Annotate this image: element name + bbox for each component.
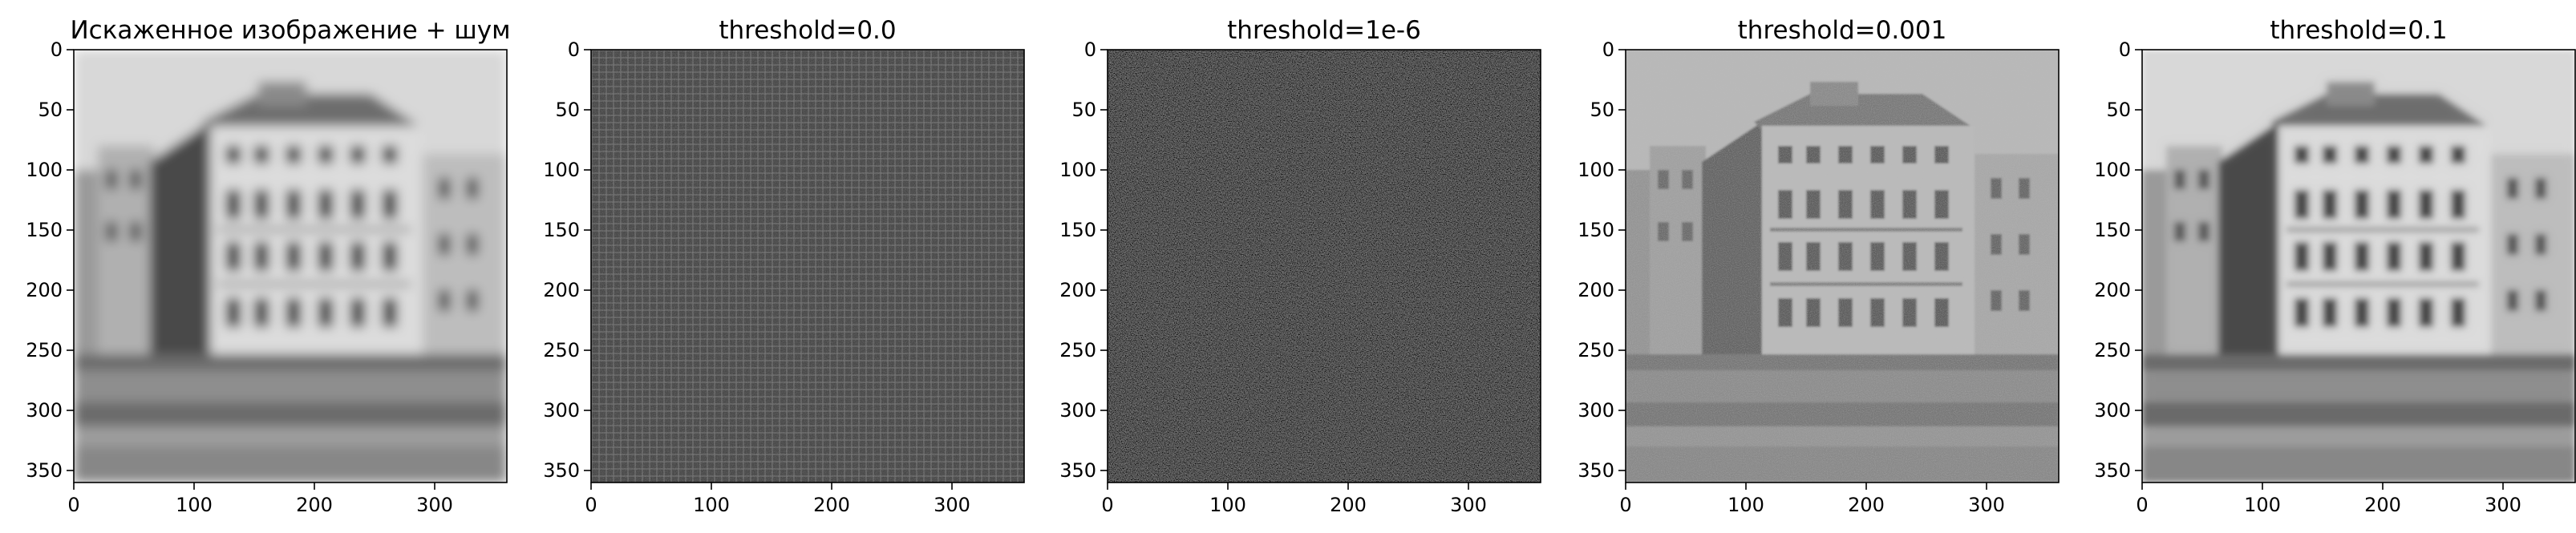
y-tick-label: 350 <box>1059 459 1096 482</box>
y-tick-label: 200 <box>1578 279 1614 301</box>
axes-frame <box>1107 49 1541 483</box>
x-tick-label: 300 <box>416 494 453 516</box>
y-tick-label: 0 <box>568 38 580 61</box>
y-tick-label: 0 <box>1602 38 1614 61</box>
y-tick-label: 300 <box>26 399 63 422</box>
y-tick-label: 150 <box>543 219 580 241</box>
y-tick-label: 200 <box>543 279 580 301</box>
image-blurred-noisy <box>74 50 507 483</box>
image-dark-noise <box>1108 50 1541 483</box>
panel-title: threshold=0.0 <box>719 16 896 45</box>
y-tick-label: 100 <box>2094 159 2131 181</box>
y-tick-label: 0 <box>51 38 63 61</box>
y-tick-label: 50 <box>38 99 63 121</box>
x-tick-label: 0 <box>585 494 597 516</box>
y-tick-label: 200 <box>2094 279 2131 301</box>
y-tick-label: 350 <box>543 459 580 482</box>
y-tick-label: 250 <box>1059 339 1096 361</box>
x-tick-label: 200 <box>813 494 850 516</box>
y-tick-label: 250 <box>26 339 63 361</box>
y-tick-label: 350 <box>26 459 63 482</box>
y-tick-label: 50 <box>555 99 580 121</box>
x-tick-label: 100 <box>1727 494 1764 516</box>
x-tick-label: 0 <box>67 494 79 516</box>
y-tick-label: 150 <box>1059 219 1096 241</box>
y-tick-label: 300 <box>2094 399 2131 422</box>
y-tick-label: 0 <box>1084 38 1096 61</box>
x-tick-label: 0 <box>1101 494 1113 516</box>
y-tick-label: 0 <box>2119 38 2131 61</box>
y-tick-label: 150 <box>2094 219 2131 241</box>
panel-title: Искаженное изображение + шум <box>70 16 510 45</box>
y-tick-label: 300 <box>543 399 580 422</box>
x-tick-label: 200 <box>2364 494 2401 516</box>
image-noise-grid <box>591 50 1024 483</box>
y-tick-label: 350 <box>1578 459 1614 482</box>
x-tick-label: 0 <box>2136 494 2148 516</box>
y-tick-label: 100 <box>26 159 63 181</box>
y-tick-label: 300 <box>1578 399 1614 422</box>
x-tick-label: 200 <box>1330 494 1367 516</box>
y-tick-label: 150 <box>26 219 63 241</box>
panel-title: threshold=1e-6 <box>1227 16 1421 45</box>
image-smooth-ringing <box>2142 50 2575 483</box>
x-tick-label: 100 <box>1209 494 1246 516</box>
x-tick-label: 100 <box>2244 494 2281 516</box>
y-tick-label: 200 <box>26 279 63 301</box>
y-tick-label: 100 <box>1059 159 1096 181</box>
y-tick-label: 300 <box>1059 399 1096 422</box>
y-tick-label: 100 <box>543 159 580 181</box>
x-tick-label: 200 <box>296 494 333 516</box>
y-tick-label: 150 <box>1578 219 1614 241</box>
x-tick-label: 0 <box>1619 494 1631 516</box>
axes-frame <box>73 49 508 483</box>
y-tick-label: 100 <box>1578 159 1614 181</box>
x-tick-label: 100 <box>176 494 213 516</box>
axes-frame <box>1625 49 2060 483</box>
y-tick-label: 50 <box>1590 99 1614 121</box>
x-tick-label: 300 <box>1968 494 2005 516</box>
image-noisy-sharp <box>1626 50 2059 483</box>
panel-5: threshold=0.1 0 100 200 300 0 50 100 150 200 250 30… <box>2094 16 2576 516</box>
panel-4: threshold=0.001 0 100 200 300 0 50 100 150 200 250… <box>1578 16 2060 516</box>
y-tick-label: 50 <box>1071 99 1096 121</box>
x-tick-label: 200 <box>1848 494 1885 516</box>
x-tick-label: 300 <box>2485 494 2521 516</box>
axes-frame <box>590 49 1025 483</box>
axes-frame <box>2141 49 2576 483</box>
panel-title: threshold=0.1 <box>2270 16 2447 45</box>
panel-1: Искаженное изображение + шум 0 100 200 300 0 5… <box>26 16 510 516</box>
y-tick-label: 200 <box>1059 279 1096 301</box>
x-tick-label: 100 <box>693 494 730 516</box>
y-tick-label: 250 <box>2094 339 2131 361</box>
y-tick-label: 50 <box>2106 99 2131 121</box>
y-tick-label: 350 <box>2094 459 2131 482</box>
panel-title: threshold=0.001 <box>1738 16 1947 45</box>
x-tick-label: 300 <box>934 494 970 516</box>
x-tick-label: 300 <box>1450 494 1487 516</box>
panel-3: threshold=1e-6 0 100 200 300 0 50 100 150 200 250 3… <box>1059 16 1541 516</box>
panel-2: threshold=0.0 0 100 200 300 0 50 100 150 200 250 30… <box>543 16 1025 516</box>
y-tick-label: 250 <box>1578 339 1614 361</box>
y-tick-label: 250 <box>543 339 580 361</box>
